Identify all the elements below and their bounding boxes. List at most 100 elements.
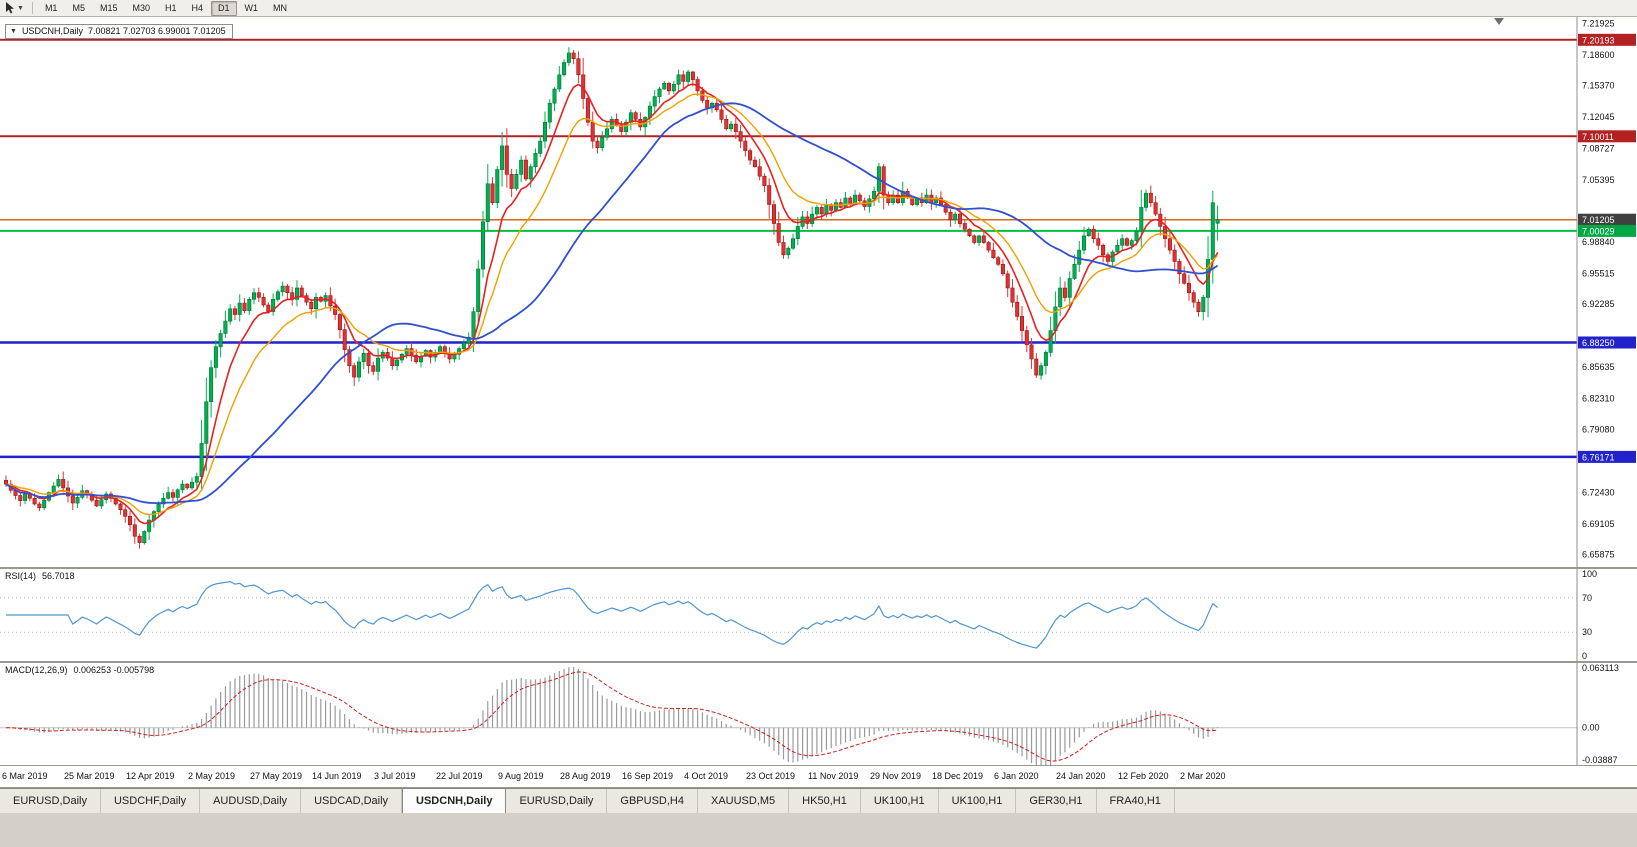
timeframe-button-h4[interactable]: H4 bbox=[191, 3, 204, 13]
chart-tab-usdcad-daily-3[interactable]: USDCAD,Daily bbox=[301, 789, 403, 813]
macd-axis-label: 0.063113 bbox=[1582, 663, 1619, 673]
price-axis-label: 6.92285 bbox=[1582, 299, 1615, 309]
rsi-indicator-label: RSI(14) 56.7018 bbox=[5, 572, 75, 581]
timeframe-button-mn[interactable]: MN bbox=[273, 3, 288, 13]
svg-text:7.01205: 7.01205 bbox=[1582, 215, 1615, 225]
timeframe-button-m5[interactable]: M5 bbox=[72, 3, 85, 13]
chart-tab-usdchf-daily-1[interactable]: USDCHF,Daily bbox=[101, 789, 201, 813]
date-axis-label: 6 Jan 2020 bbox=[994, 771, 1039, 781]
svg-text:7.00029: 7.00029 bbox=[1582, 226, 1615, 236]
chart-tab-usdcnh-daily-4[interactable]: USDCNH,Daily bbox=[402, 789, 507, 813]
toolbar-dropdown-caret[interactable]: ▼ bbox=[17, 4, 24, 12]
timeframe-button-group: M1 M5 M15 M30 H1 H4 D1 W1 MN bbox=[38, 0, 294, 16]
cursor-tool-icon[interactable] bbox=[3, 1, 17, 15]
date-axis-label: 29 Nov 2019 bbox=[870, 771, 922, 781]
chart-tab-eurusd-daily-5[interactable]: EURUSD,Daily bbox=[506, 789, 608, 813]
price-axis-label: 7.18600 bbox=[1582, 50, 1615, 60]
price-axis-label: 7.21925 bbox=[1582, 18, 1615, 28]
price-axis-label: 6.72430 bbox=[1582, 487, 1615, 497]
price-axis-label: 6.85635 bbox=[1582, 362, 1615, 372]
moving-average-line bbox=[5, 102, 1219, 505]
level-price-label: 6.76171 bbox=[1578, 450, 1636, 463]
date-axis-label: 23 Oct 2019 bbox=[746, 771, 796, 781]
cursor-arrow-icon bbox=[5, 2, 14, 14]
macd-axis-label: 0.00 bbox=[1582, 723, 1600, 733]
price-axis-label: 7.12045 bbox=[1582, 112, 1615, 122]
price-axis-label: 6.95515 bbox=[1582, 269, 1615, 279]
rsi-name: RSI(14) bbox=[5, 571, 37, 581]
date-axis-label: 2 Mar 2020 bbox=[1180, 771, 1226, 781]
main-chart-panel: 7.21925 7.18600 7.15370 7.12045 7.08727 7.053… bbox=[0, 17, 1637, 569]
timeframe-button-w1[interactable]: W1 bbox=[244, 3, 259, 13]
date-axis-label: 9 Aug 2019 bbox=[498, 771, 544, 781]
macd-indicator-label: MACD(12,26,9) 0.006253 -0.005798 bbox=[5, 666, 154, 675]
chart-shift-marker[interactable] bbox=[1494, 18, 1504, 25]
chart-tab-uk100-h1-10[interactable]: UK100,H1 bbox=[939, 789, 1017, 813]
price-axis-label: 7.05395 bbox=[1582, 175, 1615, 185]
chart-tab-uk100-h1-9[interactable]: UK100,H1 bbox=[861, 789, 939, 813]
timeframe-button-m1[interactable]: M1 bbox=[44, 3, 58, 13]
main-chart-canvas[interactable]: 7.21925 7.18600 7.15370 7.12045 7.08727 7.053… bbox=[0, 17, 1637, 567]
rsi-axis-label: 100 bbox=[1582, 569, 1597, 579]
level-price-label: 7.01205 bbox=[1578, 213, 1636, 226]
date-axis-label: 12 Apr 2019 bbox=[126, 771, 175, 781]
level-price-label: 6.88250 bbox=[1578, 336, 1636, 349]
level-price-label: 7.00029 bbox=[1578, 224, 1636, 237]
date-axis-label: 2 May 2019 bbox=[188, 771, 236, 781]
date-axis-label: 25 Mar 2019 bbox=[64, 771, 115, 781]
chart-ohlc-values: 7.00821 7.02703 6.99001 7.01205 bbox=[87, 26, 226, 36]
rsi-canvas[interactable]: 100 70 30 0 bbox=[0, 569, 1637, 661]
macd-current-values: 0.006253 -0.005798 bbox=[73, 665, 155, 675]
chart-symbol-period: USDCNH,Daily bbox=[21, 26, 83, 36]
chart-tab-eurusd-daily-0[interactable]: EURUSD,Daily bbox=[0, 789, 101, 813]
price-axis-label: 6.65875 bbox=[1582, 549, 1615, 559]
chart-title-box[interactable]: ▼ USDCNH,Daily 7.00821 7.02703 6.99001 7… bbox=[5, 24, 233, 39]
date-axis-label: 11 Nov 2019 bbox=[808, 771, 859, 781]
chart-tab-hk50-h1-8[interactable]: HK50,H1 bbox=[789, 789, 861, 813]
macd-axis-label: -0.03887 bbox=[1582, 755, 1618, 765]
chart-tab-ger30-h1-11[interactable]: GER30,H1 bbox=[1016, 789, 1097, 813]
date-axis-label: 16 Sep 2019 bbox=[622, 771, 674, 781]
date-axis-label: 6 Mar 2019 bbox=[2, 771, 48, 781]
timeframe-button-h1[interactable]: H1 bbox=[165, 3, 177, 13]
level-price-label: 7.10011 bbox=[1578, 130, 1636, 143]
price-axis-label: 6.79080 bbox=[1582, 424, 1615, 434]
chart-tab-xauusd-m5-7[interactable]: XAUUSD,M5 bbox=[698, 789, 790, 813]
timeframe-button-m30[interactable]: M30 bbox=[132, 3, 150, 13]
moving-average-line bbox=[5, 83, 1219, 525]
svg-text:6.76171: 6.76171 bbox=[1582, 452, 1615, 462]
svg-text:6.88250: 6.88250 bbox=[1582, 338, 1615, 348]
date-axis-label: 22 Jul 2019 bbox=[436, 771, 483, 781]
macd-signal-line bbox=[5, 671, 1218, 762]
date-axis-label: 28 Aug 2019 bbox=[560, 771, 611, 781]
moving-average-line bbox=[5, 93, 1219, 516]
price-axis-label: 6.82310 bbox=[1582, 394, 1615, 404]
date-axis-label: 24 Jan 2020 bbox=[1056, 771, 1106, 781]
svg-text:7.20193: 7.20193 bbox=[1582, 35, 1615, 45]
chart-title-caret[interactable]: ▼ bbox=[10, 28, 17, 35]
price-axis-label: 7.15370 bbox=[1582, 81, 1615, 91]
chart-tabs-bar: EURUSD,Daily USDCHF,Daily AUDUSD,Daily USDC… bbox=[0, 788, 1637, 813]
rsi-axis-label: 0 bbox=[1582, 651, 1587, 661]
svg-text:7.10011: 7.10011 bbox=[1582, 132, 1614, 142]
timeframe-button-d1[interactable]: D1 bbox=[211, 0, 237, 16]
chart-tab-gbpusd-h4-6[interactable]: GBPUSD,H4 bbox=[607, 789, 698, 813]
price-axis-label: 6.69105 bbox=[1582, 519, 1615, 529]
toolbar-separator bbox=[31, 2, 33, 14]
date-axis-label: 4 Oct 2019 bbox=[684, 771, 729, 781]
date-axis-label: 18 Dec 2019 bbox=[932, 771, 984, 781]
rsi-current-value: 56.7018 bbox=[42, 571, 75, 581]
date-axis-label: 27 May 2019 bbox=[250, 771, 303, 781]
macd-canvas[interactable]: 0.063113 0.00 -0.03887 bbox=[0, 663, 1637, 765]
price-axis-label: 6.98840 bbox=[1582, 237, 1615, 247]
rsi-indicator-panel: 100 70 30 0 RSI(14) 56.7018 bbox=[0, 569, 1637, 663]
rsi-axis-label: 70 bbox=[1582, 593, 1592, 603]
rsi-axis-label: 30 bbox=[1582, 627, 1592, 637]
timeframe-button-m15[interactable]: M15 bbox=[99, 3, 118, 13]
chart-tab-audusd-daily-2[interactable]: AUDUSD,Daily bbox=[200, 789, 302, 813]
price-axis-label: 7.08727 bbox=[1582, 143, 1615, 153]
macd-name: MACD(12,26,9) bbox=[5, 665, 68, 675]
date-axis: 6 Mar 2019 25 Mar 2019 12 Apr 2019 2 May 20… bbox=[0, 766, 1637, 788]
chart-tab-fra40-h1-12[interactable]: FRA40,H1 bbox=[1097, 789, 1175, 813]
chart-toolbar: ▼ M1 M5 M15 M30 H1 H4 D1 W1 MN bbox=[0, 0, 1637, 17]
